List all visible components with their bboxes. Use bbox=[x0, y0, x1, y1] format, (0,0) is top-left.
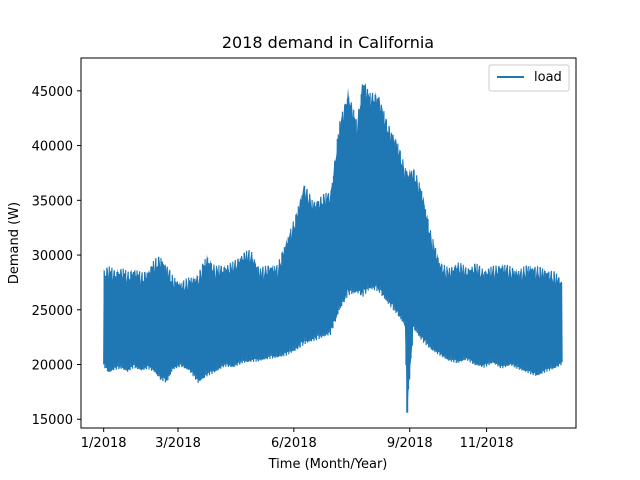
chart-title: 2018 demand in California bbox=[222, 33, 434, 52]
y-tick-label: 35000 bbox=[32, 194, 73, 209]
x-tick-label: 9/2018 bbox=[387, 436, 433, 451]
x-tick-label: 11/2018 bbox=[460, 436, 514, 451]
y-tick-label: 30000 bbox=[32, 249, 73, 264]
y-axis: 15000 20000 25000 30000 35000 40000 45000 bbox=[32, 85, 81, 428]
x-axis: 1/2018 3/2018 6/2018 9/2018 11/2018 bbox=[81, 428, 514, 451]
y-tick-label: 15000 bbox=[32, 413, 73, 428]
x-tick-label: 3/2018 bbox=[155, 436, 201, 451]
y-axis-label: Demand (W) bbox=[7, 202, 22, 284]
x-axis-label: Time (Month/Year) bbox=[268, 457, 388, 472]
y-tick-label: 40000 bbox=[32, 140, 73, 155]
series-load-line bbox=[103, 85, 563, 413]
legend: load bbox=[488, 64, 570, 92]
plot-frame bbox=[80, 57, 577, 429]
legend-label: load bbox=[534, 70, 562, 85]
plot-area bbox=[103, 82, 563, 413]
x-tick-label: 1/2018 bbox=[81, 436, 127, 451]
y-tick-label: 45000 bbox=[32, 85, 73, 100]
y-tick-label: 25000 bbox=[32, 304, 73, 319]
y-tick-label: 20000 bbox=[32, 359, 73, 374]
legend-box bbox=[488, 64, 570, 92]
x-tick-label: 6/2018 bbox=[271, 436, 317, 451]
